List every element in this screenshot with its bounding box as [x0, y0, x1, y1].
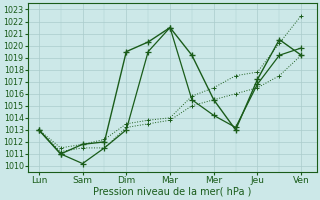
X-axis label: Pression niveau de la mer( hPa ): Pression niveau de la mer( hPa ) [93, 187, 252, 197]
